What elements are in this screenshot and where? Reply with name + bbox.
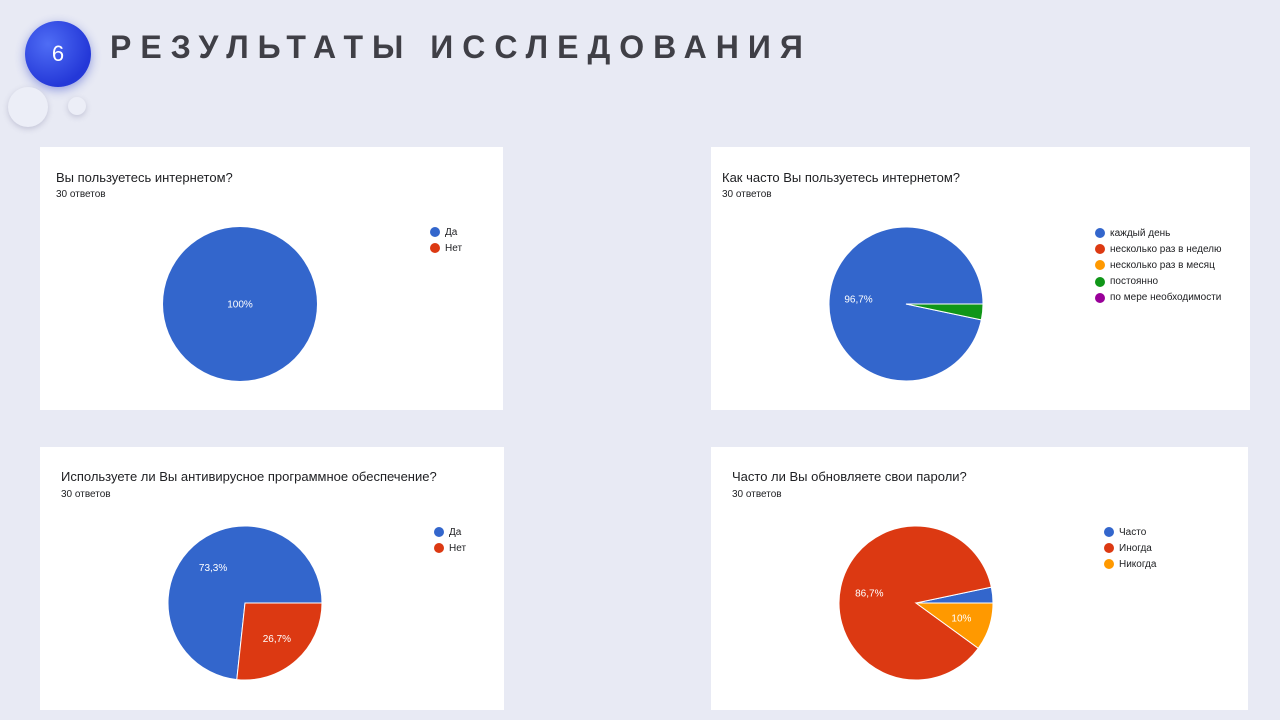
chart-legend: Да Нет [430,224,462,256]
legend-swatch [1095,244,1105,255]
legend-swatch [430,243,440,254]
legend-label: Иногда [1119,542,1152,554]
legend-item: Иногда [1104,540,1156,556]
legend-swatch [1095,292,1105,303]
legend-item: Часто [1104,524,1156,540]
legend-item: несколько раз в неделю [1095,241,1222,257]
pie-data-label: 10% [951,613,971,624]
response-count: 30 ответов [732,489,782,500]
chart-card-2: Как часто Вы пользуетесь интернетом? 30 … [711,147,1250,410]
pie-data-label: 86,7% [855,589,883,600]
slide-number-badge: 6 [25,21,91,87]
legend-swatch [1104,543,1114,554]
pie-slice-постоянно [905,303,984,321]
pie-chart: 86,7% 10% [838,525,994,681]
chart-card-4: Часто ли Вы обновляете свои пароли? 30 о… [711,447,1248,710]
legend-label: Часто [1119,526,1147,538]
pie-slice-Никогда [914,602,994,649]
legend-swatch [434,543,444,554]
legend-label: Да [445,226,458,238]
legend-label: Нет [449,542,467,554]
legend-label: Никогда [1119,558,1157,570]
pie-slice-Иногда [838,525,992,681]
pie-data-label: 100% [227,300,253,311]
legend-swatch [434,527,444,538]
legend-item: несколько раз в месяц [1095,257,1222,273]
response-count: 30 ответов [61,489,111,500]
legend-swatch [1104,559,1114,570]
chart-legend: Да Нет [434,524,466,556]
slide-title: РЕЗУЛЬТАТЫ ИССЛЕДОВАНИЯ [110,29,812,65]
legend-item: Никогда [1104,556,1156,572]
legend-swatch [1095,276,1105,287]
chart-card-3: Используете ли Вы антивирусное программн… [40,447,504,710]
chart-question: Как часто Вы пользуетесь интернетом? [722,170,961,185]
decorative-bubble [8,87,48,127]
legend-item: постоянно [1095,274,1222,290]
pie-slice-Нет [236,602,323,681]
legend-item: Нет [430,240,462,256]
legend-label: Нет [445,242,463,254]
legend-item: Да [430,224,462,240]
response-count: 30 ответов [56,189,106,200]
legend-label: несколько раз в неделю [1110,243,1222,255]
legend-item: Нет [434,540,466,556]
legend-swatch [430,227,440,238]
chart-legend: Часто Иногда Никогда [1104,524,1156,573]
legend-label: по мере необходимости [1110,292,1222,304]
legend-swatch [1095,260,1105,271]
legend-label: постоянно [1110,276,1159,288]
chart-question: Вы пользуетесь интернетом? [56,170,233,185]
chart-question: Используете ли Вы антивирусное программн… [61,469,437,484]
legend-swatch [1104,527,1114,538]
slide-number: 6 [51,41,65,66]
chart-legend: каждый день несколько раз в неделю несколь… [1095,225,1222,306]
legend-label: каждый день [1110,227,1171,239]
legend-label: Да [449,526,462,538]
pie-data-label: 73,3% [199,563,227,574]
chart-question: Часто ли Вы обновляете свои пароли? [732,469,967,484]
chart-card-1: Вы пользуетесь интернетом? 30 ответов 10… [40,147,503,410]
pie-chart: 100% [163,227,317,381]
response-count: 30 ответов [722,189,772,200]
pie-data-label: 26,7% [263,634,291,645]
pie-data-label: 96,7% [844,295,872,306]
legend-swatch [1095,228,1105,239]
legend-item: по мере необходимости [1095,290,1222,306]
pie-chart: 73,3% 26,7% [167,525,323,681]
pie-chart: 96,7% [828,226,984,382]
decorative-bubble-small [68,97,86,115]
legend-item: каждый день [1095,225,1222,241]
pie-slice-Да [163,227,317,381]
legend-item: Да [434,524,466,540]
legend-label: несколько раз в месяц [1110,259,1215,271]
